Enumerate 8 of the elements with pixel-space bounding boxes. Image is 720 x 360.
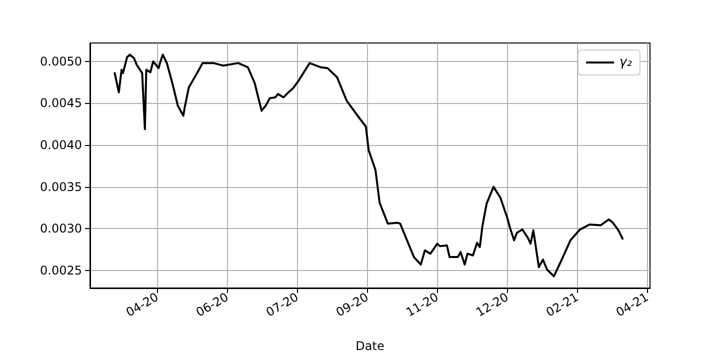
y-tick-label: 0.0030 bbox=[40, 222, 82, 236]
legend-label: γ₂ bbox=[619, 55, 632, 70]
x-axis-title: Date bbox=[356, 339, 384, 353]
y-tick-label: 0.0050 bbox=[40, 54, 82, 68]
y-tick-label: 0.0035 bbox=[40, 180, 82, 194]
y-tick-label: 0.0040 bbox=[40, 138, 82, 152]
y-tick-label: 0.0045 bbox=[40, 96, 82, 110]
y-tick-label: 0.0025 bbox=[40, 263, 82, 278]
